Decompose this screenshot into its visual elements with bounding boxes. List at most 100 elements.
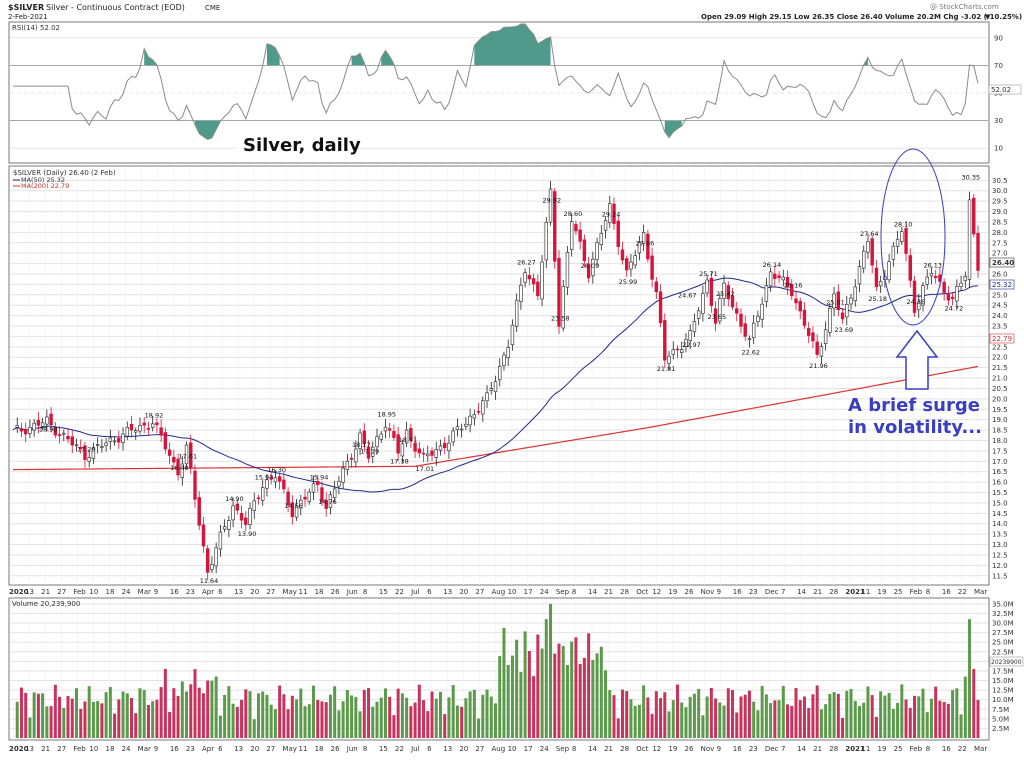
candle-body — [396, 434, 400, 454]
x-tick-label: 18 — [315, 588, 324, 596]
volume-bar — [824, 704, 828, 738]
volume-bar — [815, 685, 819, 738]
volume-bar — [925, 712, 929, 738]
volume-bar — [946, 703, 950, 738]
candle-body — [764, 285, 769, 302]
candle-body — [705, 279, 709, 294]
candle-body — [256, 497, 261, 500]
volume-bar — [210, 680, 214, 738]
price-tick-label: 17.5 — [992, 447, 1008, 455]
candle-body — [184, 444, 189, 465]
volume-bar — [667, 711, 671, 738]
volume-bar — [802, 696, 806, 738]
x-tick-label: 2021 — [845, 745, 865, 753]
volume-bar — [451, 685, 455, 738]
price-point-label: 17.19 — [361, 447, 380, 455]
candle-body — [773, 273, 777, 280]
candle-body — [625, 258, 629, 271]
candle-body — [375, 436, 379, 448]
candle-body — [430, 450, 434, 456]
candle-body — [180, 463, 184, 478]
volume-bar — [680, 702, 684, 738]
candle-body — [337, 480, 341, 487]
volume-bar — [642, 685, 646, 738]
price-tick-label: 21.5 — [992, 364, 1008, 372]
volume-bar — [819, 709, 823, 738]
price-tick-label: 30.0 — [992, 187, 1008, 195]
candle-body — [514, 299, 519, 327]
x-tick-label: Jul — [410, 588, 420, 596]
chart-annotation-title: Silver, daily — [243, 135, 361, 156]
candle-body — [172, 456, 176, 463]
rsi-tick-label: 90 — [994, 34, 1003, 42]
volume-bar — [773, 700, 777, 738]
volume-bar — [853, 700, 857, 738]
volume-bar — [934, 686, 938, 738]
volume-bar — [857, 706, 861, 738]
x-tick-label: Sep — [556, 745, 570, 753]
volume-bar — [121, 691, 125, 738]
x-tick-label: 26 — [685, 588, 694, 596]
volume-bar — [870, 695, 874, 738]
candle-body — [345, 460, 350, 470]
volume-bar — [671, 700, 675, 738]
price-point-label: 28.10 — [894, 220, 913, 228]
candle-body — [654, 281, 659, 293]
candle-body — [62, 432, 66, 435]
candle-body — [967, 199, 972, 280]
rsi-label: RSI(14) 52.02 — [12, 24, 60, 32]
price-axis: 30.530.029.529.028.528.027.527.026.526.0… — [992, 177, 1008, 580]
candle-body — [83, 445, 87, 460]
candle-body — [244, 517, 248, 525]
candle-body — [447, 442, 451, 452]
x-tick-label: 10 — [508, 745, 517, 753]
price-point-label: 29.92 — [543, 196, 562, 204]
x-tick-label: 27 — [57, 745, 66, 753]
candle-body — [150, 423, 155, 428]
candle-body — [917, 301, 921, 311]
volume-bar — [388, 696, 392, 738]
volume-bars — [15, 603, 980, 738]
volume-bar — [908, 707, 912, 738]
volume-tick-label: 17.5M — [992, 667, 1014, 675]
candle-body — [578, 229, 582, 242]
candle-body — [684, 339, 688, 347]
candle-body — [19, 428, 24, 432]
volume-bar — [328, 694, 332, 738]
candle-body — [781, 276, 786, 281]
volume-bar — [426, 711, 430, 738]
x-tick-label: 27 — [266, 588, 275, 596]
candle-body — [121, 433, 125, 443]
x-tick-label: 21 — [813, 588, 822, 596]
candle-body — [637, 242, 642, 254]
x-tick-label: 27 — [266, 745, 275, 753]
volume-bar — [201, 693, 205, 738]
candle-body — [387, 428, 392, 431]
candle-body — [735, 308, 739, 314]
x-tick-label: Jun — [346, 588, 358, 596]
volume-bar — [747, 690, 751, 738]
x-tick-label: 6 — [427, 588, 432, 596]
volume-bar — [392, 715, 396, 738]
candle-body — [798, 300, 802, 312]
price-tick-label: 26.0 — [992, 270, 1008, 278]
price-point-label: 16.30 — [267, 466, 286, 474]
price-tick-label: 23.5 — [992, 323, 1008, 331]
ma200-value: 22.79 — [992, 335, 1012, 343]
price-tick-label: 20.0 — [992, 395, 1008, 403]
x-tick-label: 10 — [508, 588, 517, 596]
volume-bar — [87, 686, 91, 738]
x-tick-label: Mar — [138, 588, 151, 596]
price-point-label: 25.42 — [716, 290, 735, 298]
candle-body — [828, 308, 832, 333]
volume-bar — [557, 643, 561, 738]
volume-bar — [312, 685, 316, 738]
volume-bar — [968, 619, 972, 738]
price-labels: 18.90 17.28 18.92 17.61 16.40 11.64 14.90 13.90… — [39, 173, 980, 584]
volume-bar — [637, 704, 641, 738]
price-tick-label: 30.5 — [992, 177, 1008, 185]
x-tick-label: 12 — [652, 745, 661, 753]
volume-bar — [506, 664, 510, 738]
candle-body — [942, 281, 946, 293]
